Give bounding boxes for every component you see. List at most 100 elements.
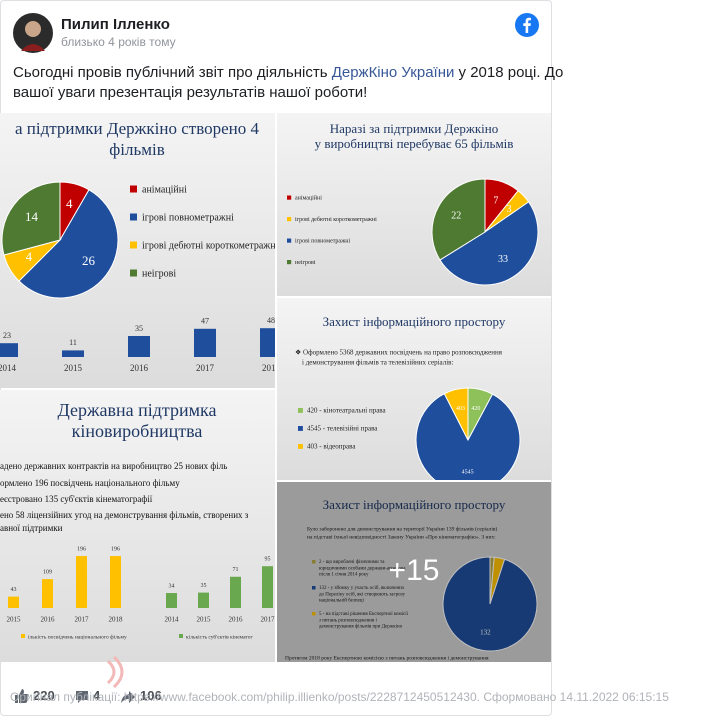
bar-category: 2017: [261, 616, 276, 624]
slide-text: авної підтримки: [0, 523, 63, 533]
source-footer: Оригінал публікації: https://www.faceboo…: [10, 690, 669, 704]
bar-category: 2016: [41, 616, 56, 624]
more-count[interactable]: +15: [389, 554, 440, 587]
bar-value: 196: [77, 546, 86, 552]
slide-title: а підтримки Держкіно створено 4: [15, 119, 260, 138]
legend-swatch: [130, 269, 137, 277]
legend-label: неігрові: [142, 268, 176, 279]
bar-value: 95: [265, 557, 271, 563]
bar-category: 2015: [64, 363, 83, 373]
comment-count[interactable]: 4: [93, 688, 101, 703]
like-count[interactable]: 220: [33, 688, 55, 703]
slice-label: 4: [66, 196, 73, 211]
legend-label: юридичними особами держави-агресора: [319, 566, 406, 571]
overlay: [277, 482, 551, 662]
slice-label: 14: [25, 209, 39, 224]
bar-category: 2015: [197, 616, 212, 624]
legend-label: 420 - кінотеатральні права: [307, 407, 387, 415]
legend-swatch: [130, 185, 137, 193]
bar-category: 2017: [196, 363, 215, 373]
legend-label: ігрові повнометражні: [142, 212, 234, 223]
bar: [262, 566, 273, 608]
legend-label: 4545 - телевізійні права: [307, 425, 378, 433]
slide-image[interactable]: Захист інформаційного простору Було забо…: [277, 482, 551, 662]
legend-swatch: [130, 241, 137, 249]
legend-swatch: [298, 408, 303, 413]
legend-swatch: [287, 195, 292, 200]
watermark-icon: [106, 655, 124, 689]
legend-swatch: [287, 217, 292, 222]
legend-label: неігрові: [295, 260, 316, 266]
slide-title: Наразі за підтримки Держкіно: [330, 121, 498, 136]
bar-value: 34: [169, 583, 175, 589]
bar: [42, 579, 53, 608]
legend-swatch: [312, 560, 316, 564]
legend-label: національній безпеці: [319, 599, 364, 604]
like-icon[interactable]: [14, 688, 30, 704]
slice-label: 26: [82, 253, 96, 268]
pie-slice: [415, 393, 521, 480]
legend-swatch: [179, 634, 183, 638]
slide-text: і демонстрування фільмів та телевізійних…: [302, 359, 453, 367]
slice-label: 132: [480, 628, 491, 636]
bar-category: 2016: [130, 363, 149, 373]
slide-title: Державна підтримка: [58, 400, 217, 420]
legend-label: кількість суб'єктів кінематог: [186, 633, 253, 640]
facebook-logo[interactable]: [515, 13, 539, 37]
slide-title: Захист інформаційного простору: [323, 314, 506, 329]
bar-category: 2014: [0, 363, 17, 373]
bar-value: 47: [201, 317, 209, 326]
share-count[interactable]: 106: [140, 688, 162, 703]
slice-label: 7: [493, 195, 498, 206]
slide-text: адено державних контрактів на виробництв…: [0, 461, 227, 471]
comment-icon[interactable]: [74, 689, 90, 705]
slice-label: 4545: [462, 470, 474, 476]
author-name[interactable]: Пилип Ілленко: [61, 16, 170, 33]
slide-title: Захист інформаційного простору: [323, 497, 506, 512]
slice-label: 403: [456, 406, 465, 412]
legend-swatch: [21, 634, 25, 638]
slide-text: ормлено 196 посвідчень національного філ…: [0, 478, 180, 488]
bar-value: 48: [267, 316, 275, 325]
bar-category: 2014: [165, 616, 180, 624]
text: у 2018 році. До: [454, 64, 564, 81]
legend-label: ількість посвідчень національного фільму: [28, 633, 127, 640]
bar: [110, 556, 121, 608]
slice-label: 22: [451, 210, 461, 221]
slide-image[interactable]: Наразі за підтримки Держкіно у виробницт…: [277, 113, 551, 296]
bar-value: 196: [111, 546, 120, 552]
legend-label: анімаційні: [142, 184, 187, 195]
bar: [128, 336, 150, 357]
legend-swatch: [312, 612, 316, 616]
legend-label: анімаційні: [295, 194, 322, 201]
link[interactable]: ДержКіно України: [331, 64, 455, 81]
post-text: Сьогодні провів публічний звіт про діяль…: [13, 63, 563, 103]
legend-label: 403 - відеоправа: [307, 443, 356, 451]
legend-swatch: [298, 444, 303, 449]
slice-label: 4: [26, 249, 33, 264]
post-time[interactable]: близько 4 років тому: [61, 35, 176, 49]
bar: [194, 328, 216, 357]
legend-label: ігрові повнометражні: [295, 238, 350, 244]
legend-swatch: [287, 238, 292, 243]
bar-value: 35: [201, 583, 207, 589]
bar: [198, 592, 209, 608]
slide-image[interactable]: Захист інформаційного простору ❖ Оформле…: [277, 298, 551, 480]
bar-value: 109: [43, 569, 52, 575]
share-icon[interactable]: [120, 689, 136, 705]
bar: [76, 556, 87, 608]
bar-value: 11: [69, 338, 77, 347]
slide-text: ено 58 ліцензійних угод на демонструванн…: [0, 510, 249, 520]
pie-slice: [442, 556, 538, 652]
slide-image[interactable]: Державна підтримка кіновиробництва адено…: [0, 390, 275, 662]
avatar[interactable]: [13, 13, 53, 53]
bar: [0, 343, 18, 357]
legend-label: з питань розповсюдження і: [319, 618, 377, 623]
bar-category: 2018: [109, 616, 124, 624]
pie-slice: [439, 201, 539, 286]
slide-image[interactable]: а підтримки Держкіно створено 4 фільмів …: [0, 113, 275, 388]
slide-title: фільмів: [109, 140, 164, 159]
bar: [62, 350, 84, 357]
bar: [166, 593, 177, 608]
